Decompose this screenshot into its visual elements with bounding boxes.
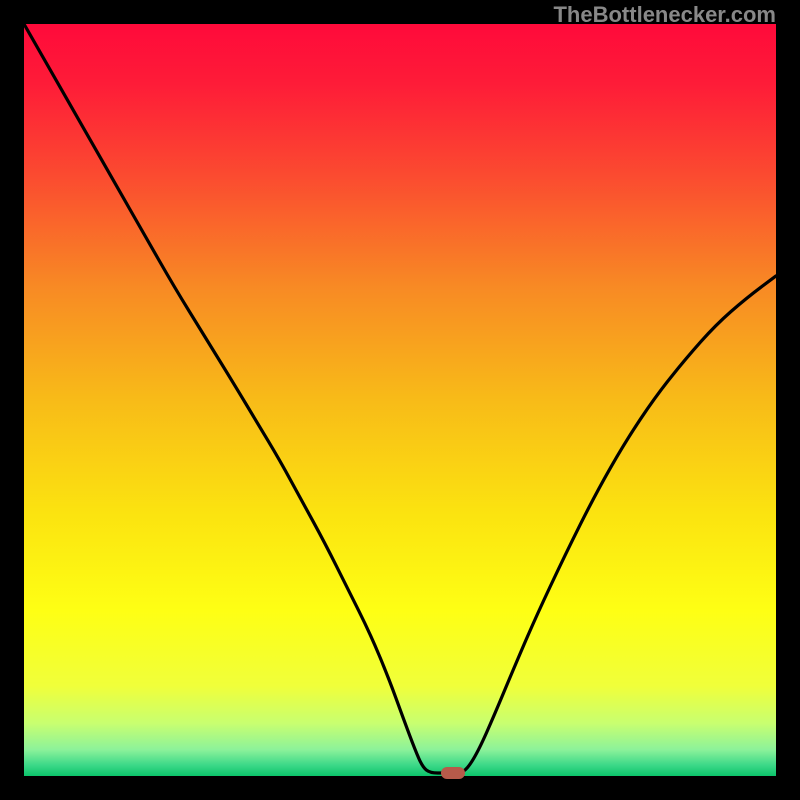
- optimum-marker: [441, 767, 465, 779]
- plot-area: [24, 24, 776, 776]
- chart-container: TheBottlenecker.com: [0, 0, 800, 800]
- source-watermark: TheBottlenecker.com: [553, 2, 776, 28]
